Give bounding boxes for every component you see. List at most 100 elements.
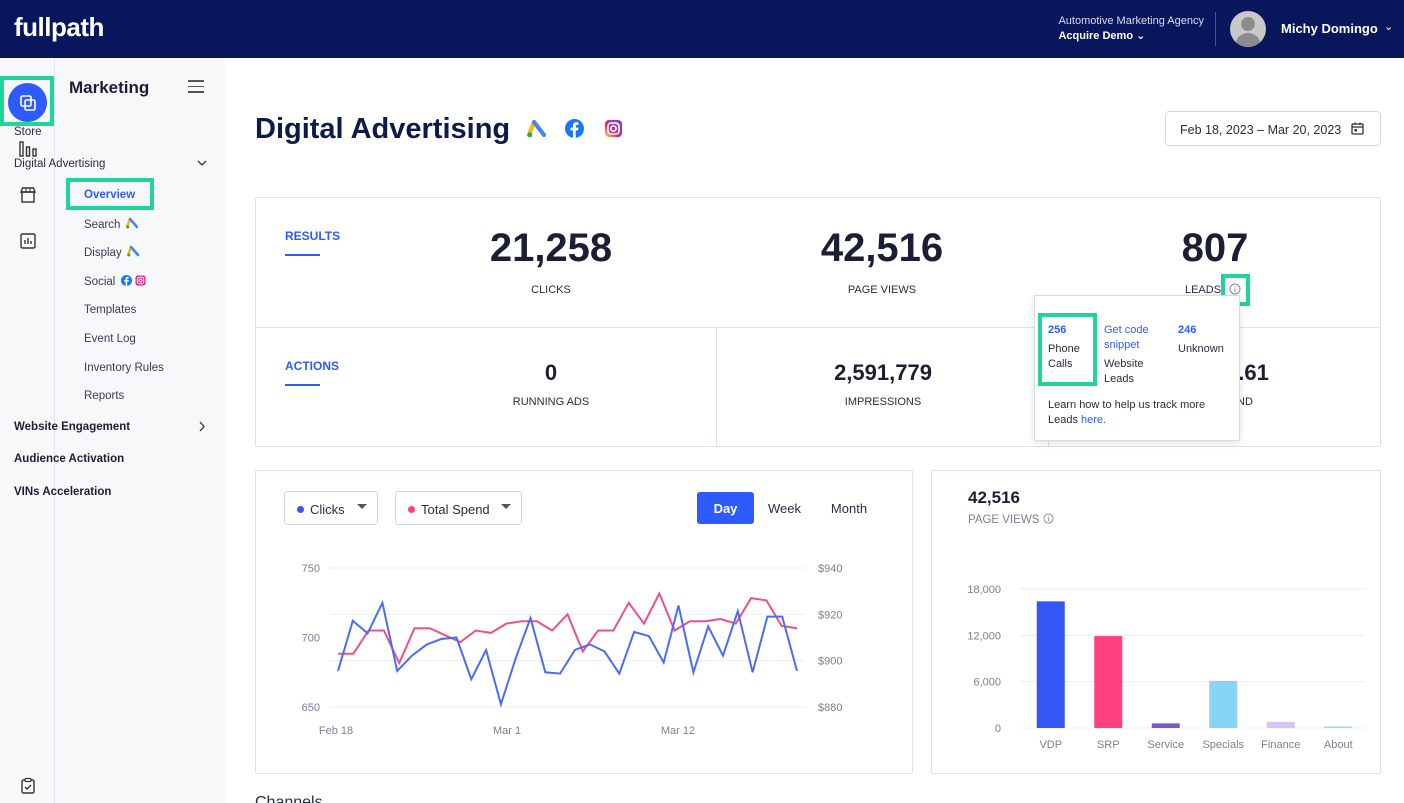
- running-ads-value: 0: [544, 360, 558, 385]
- divider: [716, 328, 717, 446]
- divider: [256, 327, 1380, 328]
- google-ads-icon: [125, 217, 138, 229]
- highlight-box: [0, 76, 54, 126]
- sidebar-item-website-engagement[interactable]: Website Engagement: [14, 421, 131, 433]
- menu-icon[interactable]: [188, 80, 204, 93]
- sidebar-item-inventory-rules[interactable]: Inventory Rules: [84, 362, 164, 374]
- marketing-icon[interactable]: [8, 83, 47, 122]
- underline: [285, 384, 320, 386]
- sidebar-item-social[interactable]: Social: [84, 275, 146, 288]
- bar-about[interactable]: [1324, 726, 1353, 728]
- website-leads-label: Website: [1104, 358, 1144, 370]
- unknown-value: 246: [1178, 324, 1197, 336]
- here-link[interactable]: here.: [1081, 414, 1107, 426]
- sidebar-item-reports[interactable]: Reports: [84, 390, 125, 402]
- sidebar-item-display[interactable]: Display: [84, 245, 140, 259]
- metric-dropdown-clicks[interactable]: Clicks: [284, 491, 378, 525]
- leads-breakdown-popover: 256 Phone Calls Get code snippet Website…: [1034, 295, 1240, 441]
- tasks-icon[interactable]: [17, 775, 39, 797]
- tab-week[interactable]: Week: [768, 501, 801, 516]
- pageviews-value: 42,516: [820, 226, 944, 270]
- actions-label: ACTIONS: [285, 359, 339, 373]
- y-tick-label: 6,000: [973, 677, 1001, 689]
- y-right-tick-label: $920: [818, 609, 842, 621]
- sidebar-item-audience-activation[interactable]: Audience Activation: [14, 453, 125, 465]
- page-title: Digital Advertising: [255, 113, 511, 145]
- running-ads-label: RUNNING ADS: [512, 396, 590, 408]
- series-line-clicks: [337, 599, 798, 708]
- facebook-icon: [565, 119, 584, 138]
- x-tick-label: VDP: [1039, 739, 1062, 751]
- fullpath-logo[interactable]: fullpath: [14, 12, 104, 42]
- account-switcher[interactable]: Automotive Marketing Agency Acquire Demo…: [1058, 15, 1204, 42]
- metric-dropdown-spend[interactable]: Total Spend: [395, 491, 522, 525]
- sidebar-item-templates[interactable]: Templates: [84, 304, 137, 316]
- reports-icon[interactable]: [17, 230, 39, 252]
- user-name[interactable]: Michy Domingo: [1281, 21, 1378, 36]
- bar-srp[interactable]: [1094, 636, 1123, 728]
- analytics-icon[interactable]: [17, 138, 39, 160]
- sidebar-item-label: Display: [84, 247, 122, 259]
- sidebar-item-search[interactable]: Search: [84, 217, 138, 231]
- y-right-tick-label: $880: [818, 702, 842, 714]
- y-left-tick-label: 650: [302, 702, 320, 714]
- phone-calls-value: 256: [1048, 324, 1067, 336]
- unknown-label: Unknown: [1178, 343, 1224, 355]
- agency-name: Automotive Marketing Agency: [1058, 15, 1204, 27]
- date-range-text: Feb 18, 2023 – Mar 20, 2023: [1180, 123, 1342, 137]
- series-line-total-spend: [338, 591, 798, 666]
- chevron-down-icon[interactable]: [197, 157, 207, 171]
- sidebar-item-overview[interactable]: Overview: [84, 189, 136, 201]
- page-views-label: PAGE VIEWS: [968, 513, 1054, 526]
- side-nav: Marketing: [55, 58, 225, 803]
- x-tick-label: SRP: [1097, 739, 1120, 751]
- bar-chart: 18,000 12,000 6,000 0 VDP SRP Service Specials F…: [967, 584, 1365, 751]
- x-tick-label: Mar 12: [661, 725, 695, 737]
- x-tick-label: Feb 18: [319, 725, 353, 737]
- account-name[interactable]: Acquire Demo ⌄: [1058, 30, 1146, 42]
- facebook-icon: [120, 275, 132, 286]
- get-code-snippet-link[interactable]: snippet: [1104, 339, 1140, 351]
- highlight-box: [1038, 313, 1097, 386]
- sidebar-item-digital-advertising[interactable]: Digital Advertising: [14, 158, 106, 170]
- page-views-total: 42,516: [968, 488, 1020, 507]
- instagram-icon: [135, 275, 146, 286]
- phone-calls-label: Calls: [1048, 358, 1073, 370]
- date-range-picker[interactable]: Feb 18, 2023 – Mar 20, 2023: [1165, 111, 1381, 146]
- track-leads-text: Learn how to help us track more: [1048, 399, 1206, 411]
- leads-label: LEADS: [1184, 284, 1222, 296]
- y-right-tick-label: $900: [818, 656, 842, 668]
- sidebar-item-label: Search: [84, 219, 121, 231]
- underline: [285, 254, 320, 256]
- bar-service[interactable]: [1151, 723, 1180, 728]
- y-right-tick-label: $940: [818, 563, 842, 575]
- x-tick-label: Specials: [1202, 739, 1244, 751]
- sidebar-item-event-log[interactable]: Event Log: [84, 333, 136, 345]
- chevron-down-icon[interactable]: ⌄: [1384, 21, 1394, 33]
- caret-down-icon: [357, 504, 367, 509]
- get-code-snippet-link[interactable]: Get code: [1104, 324, 1149, 336]
- tab-month[interactable]: Month: [830, 501, 868, 516]
- leads-value: 807: [1181, 226, 1249, 270]
- phone-calls-label: Phone: [1048, 343, 1080, 355]
- series-dot: [297, 506, 304, 514]
- sidebar-item-store[interactable]: Store: [14, 126, 42, 138]
- info-icon[interactable]: [1229, 283, 1241, 295]
- x-tick-label: Service: [1147, 739, 1184, 751]
- google-ads-icon: [527, 120, 547, 138]
- bar-specials[interactable]: [1209, 680, 1238, 728]
- instagram-icon: [604, 119, 623, 138]
- y-tick-label: 0: [995, 723, 1001, 735]
- sidebar-item-vins-acceleration[interactable]: VINs Acceleration: [14, 486, 112, 498]
- avatar[interactable]: [1230, 11, 1266, 47]
- info-icon[interactable]: [1043, 513, 1054, 524]
- x-tick-label: Mar 1: [493, 725, 521, 737]
- chevron-right-icon[interactable]: [198, 421, 206, 435]
- bar-finance[interactable]: [1266, 721, 1295, 728]
- store-icon[interactable]: [17, 184, 39, 206]
- bar-vdp[interactable]: [1036, 601, 1065, 728]
- y-tick-label: 12,000: [967, 630, 1001, 642]
- tab-day[interactable]: Day: [697, 492, 754, 524]
- track-leads-text: Leads here.: [1048, 414, 1107, 426]
- y-tick-label: 18,000: [967, 584, 1001, 596]
